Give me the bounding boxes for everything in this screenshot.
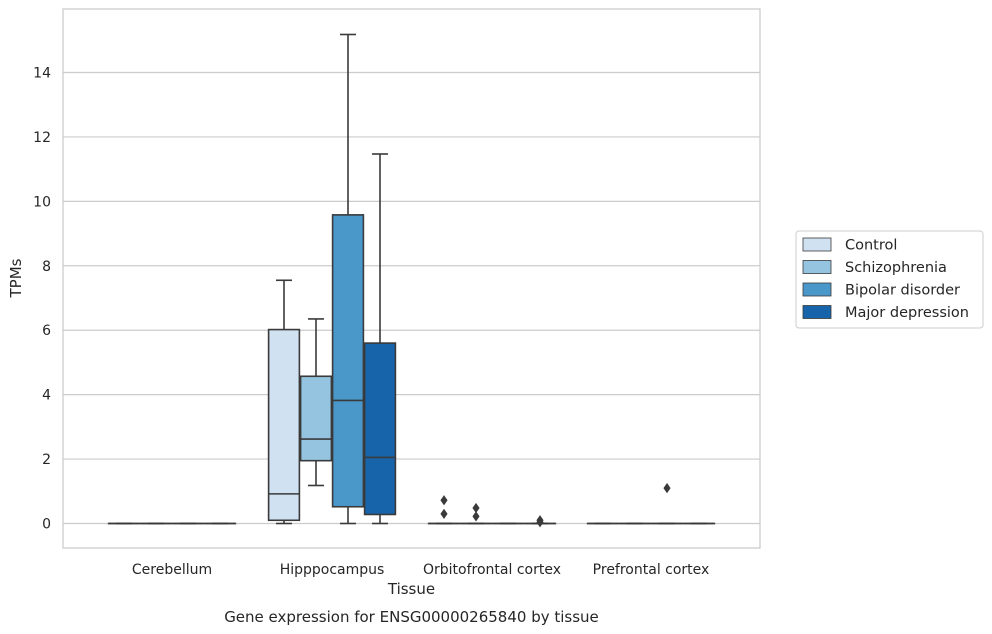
- outlier-point: [536, 517, 544, 528]
- box-bipolar-disorder: [331, 33, 365, 525]
- legend-swatch: [802, 282, 832, 297]
- x-tick-label: Hipppocampus: [280, 562, 385, 578]
- outlier-point: [472, 511, 480, 522]
- legend-swatch: [802, 260, 832, 274]
- x-axis-label: Tissue: [387, 580, 435, 598]
- legend-label: Control: [845, 238, 897, 254]
- y-tick-label: 6: [42, 323, 51, 339]
- chart-caption: Gene expression for ENSG00000265840 by t…: [224, 608, 599, 626]
- x-tick-label: Cerebellum: [132, 562, 212, 578]
- x-axis-ticks: Cerebellum Hipppocampus Orbitofrontal cort…: [132, 562, 709, 578]
- outlier-point: [472, 502, 480, 514]
- outlier-point: [440, 508, 448, 519]
- outlier-point: [663, 482, 671, 494]
- box-body: [299, 375, 333, 462]
- boxes: [107, 33, 716, 528]
- y-tick-label: 0: [42, 517, 51, 533]
- x-tick-label: Prefrontal cortex: [593, 562, 710, 578]
- box-control: [427, 495, 461, 525]
- box-schizophrenia: [299, 318, 333, 487]
- legend-label: Schizophrenia: [845, 260, 947, 276]
- outlier-point: [440, 495, 448, 506]
- y-tick-label: 8: [42, 259, 51, 275]
- y-tick-label: 4: [42, 388, 51, 404]
- legend-swatch: [802, 237, 832, 252]
- y-tick-label: 10: [33, 194, 51, 210]
- legend-label: Bipolar disorder: [845, 283, 960, 299]
- grid-lines: [63, 71, 760, 525]
- plot-frame: [62, 8, 761, 549]
- box-major-depression: [363, 153, 397, 525]
- y-tick-label: 2: [42, 452, 51, 468]
- legend: Control Schizophrenia Bipolar disorder Majo…: [795, 230, 984, 329]
- legend-label: Major depression: [845, 305, 969, 321]
- legend-items: Control Schizophrenia Bipolar disorder Majo…: [802, 237, 969, 321]
- x-tick-label: Orbitofrontal cortex: [423, 562, 561, 578]
- box-bipolar-disorder: [650, 482, 684, 525]
- box-body: [331, 214, 365, 508]
- box-body: [363, 342, 397, 516]
- legend-frame: [795, 230, 984, 329]
- y-tick-label: 12: [33, 130, 51, 146]
- legend-swatch: [802, 305, 832, 319]
- box-schizophrenia: [459, 502, 493, 525]
- y-axis-label: TPMs: [7, 258, 25, 298]
- box-major-depression: [523, 515, 557, 528]
- box-control: [267, 279, 301, 525]
- y-tick-label: 14: [33, 66, 51, 82]
- y-axis-ticks: 0 2 4 6 8 10 12 14: [33, 66, 51, 533]
- box-body: [267, 328, 301, 522]
